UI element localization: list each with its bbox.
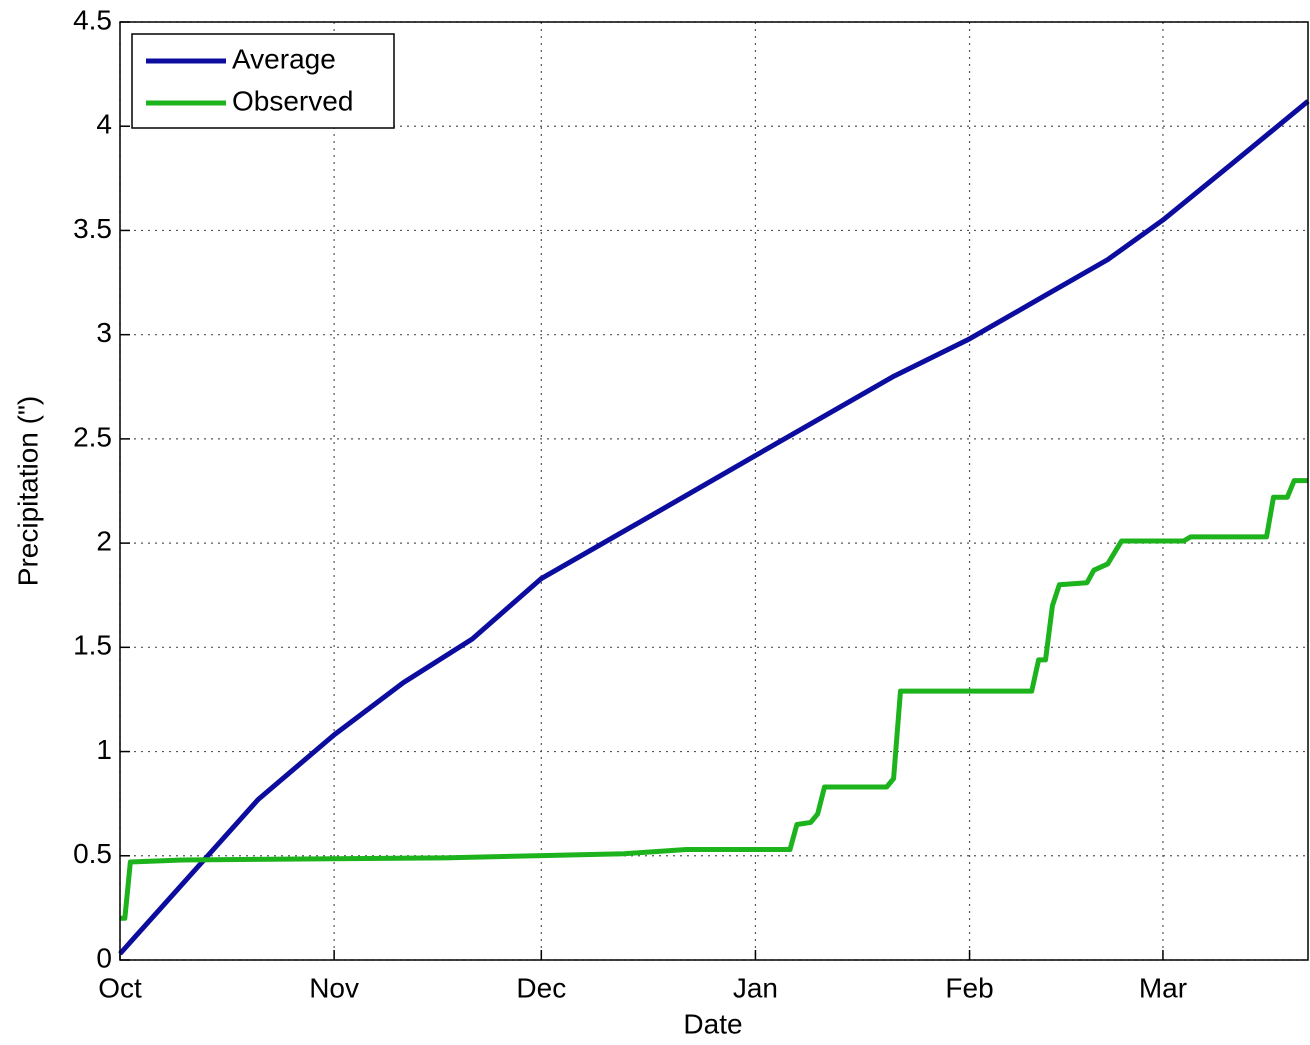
x-tick-label: Nov [309, 972, 359, 1003]
y-tick-label: 3 [96, 317, 112, 348]
y-tick-label: 4.5 [73, 4, 112, 35]
y-axis-label: Precipitation (") [12, 396, 43, 586]
y-tick-label: 1 [96, 734, 112, 765]
y-tick-label: 0.5 [73, 838, 112, 869]
y-tick-label: 1.5 [73, 630, 112, 661]
legend-box [131, 33, 395, 129]
legend: Average Observed [131, 33, 395, 129]
y-tick-label: 0 [96, 942, 112, 973]
x-tick-label: Dec [516, 972, 566, 1003]
y-tick-label: 3.5 [73, 213, 112, 244]
x-tick-label: Mar [1139, 972, 1187, 1003]
plot-frame [119, 21, 1309, 961]
y-tick-label: 2.5 [73, 421, 112, 452]
y-tick-label: 4 [96, 109, 112, 140]
data-line [120, 478, 1308, 921]
x-axis-label: Date [683, 1008, 742, 1039]
x-tick-label: Oct [98, 972, 142, 1003]
legend-label: Average [232, 43, 336, 74]
plot-area [120, 22, 1308, 960]
legend-label: Observed [232, 85, 353, 116]
x-tick-label: Feb [945, 972, 993, 1003]
y-tick-label: 2 [96, 526, 112, 557]
x-tick-label: Jan [733, 972, 778, 1003]
data-line [118, 99, 1310, 956]
